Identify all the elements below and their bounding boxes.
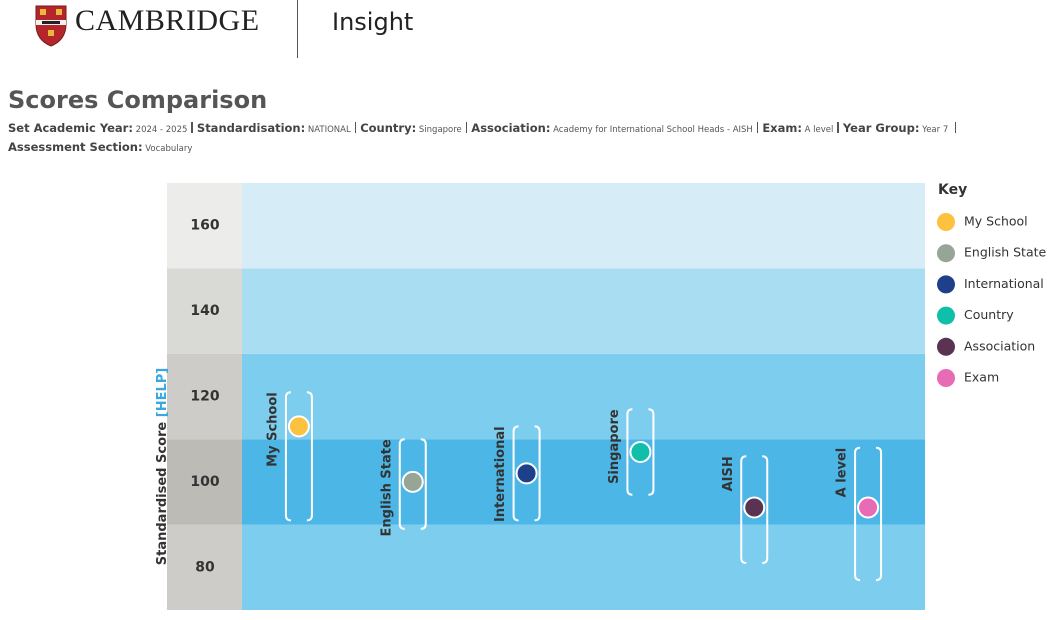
range-bracket xyxy=(854,446,883,582)
separator xyxy=(465,122,468,133)
legend-label: Exam xyxy=(964,370,999,385)
score-dot xyxy=(401,470,424,493)
help-link[interactable]: [HELP] xyxy=(155,368,170,417)
page-title: Scores Comparison xyxy=(8,86,268,114)
legend-swatch xyxy=(937,244,955,263)
legend-swatch xyxy=(937,213,955,231)
category-label: Singapore xyxy=(607,409,622,484)
y-axis-title: Standardised Score xyxy=(155,422,170,566)
filter-value: Vocabulary xyxy=(145,144,193,154)
legend-swatch xyxy=(937,369,955,387)
range-bracket xyxy=(398,438,427,530)
axis-band xyxy=(167,353,242,440)
category-label: English State xyxy=(379,439,394,536)
filter-value: A level xyxy=(804,125,834,135)
filter-label: Set Academic Year: xyxy=(8,121,133,135)
filter-value: Academy for International School Heads -… xyxy=(553,125,753,135)
score-band xyxy=(242,268,925,354)
divider xyxy=(297,0,298,58)
axis-band xyxy=(167,183,242,269)
separator xyxy=(954,122,957,133)
filter-value: Year 7 xyxy=(922,125,949,135)
score-dot xyxy=(629,441,652,464)
category-label: AISH xyxy=(721,456,736,491)
filter-label: Exam: xyxy=(762,121,802,135)
product-name: Insight xyxy=(332,8,414,36)
brand: CAMBRIDGE xyxy=(75,4,260,37)
legend-label: English State xyxy=(964,245,1047,260)
separator xyxy=(837,122,839,133)
score-band xyxy=(242,183,925,269)
separator xyxy=(354,122,357,133)
y-tick-label: 160 xyxy=(190,218,219,234)
axis-band xyxy=(167,524,242,610)
axis-band xyxy=(167,268,242,354)
filter-label: Standardisation: xyxy=(196,121,306,135)
range-bracket xyxy=(740,455,769,565)
filter-value: NATIONAL xyxy=(307,125,351,135)
legend-label: My School xyxy=(964,214,1028,229)
separator xyxy=(756,122,759,133)
category-label: My School xyxy=(265,392,280,467)
y-tick-label: 80 xyxy=(195,559,215,575)
score-band xyxy=(242,524,925,610)
legend-label: Country xyxy=(964,307,1014,322)
range-bracket xyxy=(626,408,655,496)
score-band xyxy=(242,439,925,525)
legend-swatch xyxy=(937,275,955,294)
score-dot xyxy=(857,496,880,519)
legend-title: Key xyxy=(938,182,967,198)
score-dot xyxy=(287,415,310,438)
separator xyxy=(191,122,193,133)
score-dot xyxy=(743,496,766,519)
legend-label: Association xyxy=(964,338,1035,353)
score-dot xyxy=(515,462,538,485)
category-label: International xyxy=(493,426,508,522)
filter-value: 2024 - 2025 xyxy=(135,125,188,135)
filter-label: Assessment Section: xyxy=(8,140,143,154)
filter-label: Year Group: xyxy=(842,121,920,135)
legend-swatch xyxy=(937,337,955,356)
range-bracket xyxy=(284,391,313,522)
filter-label: Country: xyxy=(360,121,417,135)
filter-summary: Set Academic Year: 2024 - 2025 Standardis… xyxy=(8,120,1028,158)
y-axis-label: Standardised Score [HELP] xyxy=(155,368,170,565)
logo-shield xyxy=(35,5,67,47)
axis-band xyxy=(167,439,242,525)
legend-swatch xyxy=(937,306,955,325)
y-tick-label: 120 xyxy=(190,389,219,405)
range-bracket xyxy=(512,425,541,522)
score-band xyxy=(242,353,925,440)
y-tick-label: 100 xyxy=(190,474,219,490)
filter-value: Singapore xyxy=(418,125,462,135)
legend-label: International xyxy=(964,276,1044,291)
filter-label: Association: xyxy=(471,121,551,135)
y-tick-label: 140 xyxy=(190,303,219,319)
category-label: A level xyxy=(835,448,850,498)
